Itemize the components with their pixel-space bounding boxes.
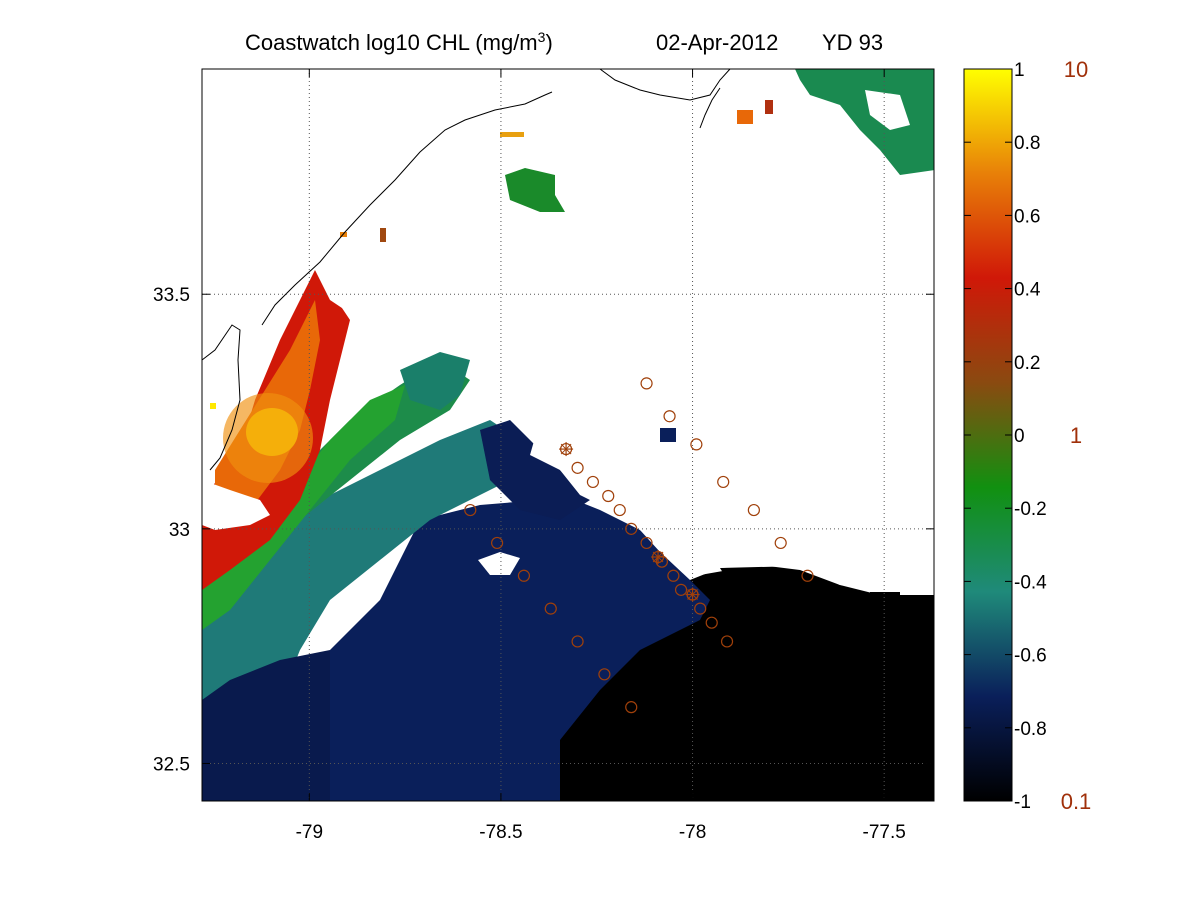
station-circle-marker <box>544 602 557 615</box>
station-circle-marker <box>602 489 615 503</box>
station-crossed-marker <box>559 442 574 457</box>
colorbar-frame <box>963 68 1013 802</box>
x-tick-label: -77.5 <box>863 822 906 843</box>
station-circle-marker <box>774 536 787 550</box>
station-circle-marker <box>674 583 688 596</box>
plume-orange-core <box>223 393 313 483</box>
coastal-cloud-gap <box>202 480 270 530</box>
station-circle-marker <box>586 475 600 489</box>
nearshore-teal-patch <box>400 352 470 410</box>
chlorophyll-field <box>202 69 934 801</box>
station-circle-marker <box>571 635 584 648</box>
map-yearday: YD 93 <box>822 30 883 55</box>
shelf-edge-navy-patch <box>480 420 590 520</box>
station-circle-marker <box>801 569 814 582</box>
map-date: 02-Apr-2012 <box>656 30 778 55</box>
mid-shelf-teal-region <box>202 420 520 790</box>
station-circle-marker <box>464 503 477 517</box>
y-tick-label: 33 <box>169 520 190 541</box>
colorbar-tick-label: -0.6 <box>1014 646 1047 667</box>
map-axes: -79 -78.5 -78 -77.5 33.5 33 32.5 <box>153 68 935 843</box>
black-pixel-cluster <box>870 592 900 612</box>
red-pixel-cluster <box>765 100 773 114</box>
orange-pixel-cluster <box>737 110 753 124</box>
y-tick-label: 33.5 <box>153 285 190 306</box>
x-tick-label: -78.5 <box>479 822 522 843</box>
x-tick-label: -78 <box>679 822 706 843</box>
colorbar-ticks: 1 0.8 0.6 0.4 0.2 0 -0.2 -0.4 -0.6 -0.8 -1 <box>964 60 1047 813</box>
colorbar-gradient <box>964 69 1012 801</box>
colorbar-tick-label: 0.6 <box>1014 206 1040 227</box>
colorbar-tick-label: 0.2 <box>1014 353 1040 374</box>
colorbar: 1 0.8 0.6 0.4 0.2 0 -0.2 -0.4 -0.6 -0.8 -1 10 1 0.1 <box>963 57 1092 814</box>
colorbar-tick-label: 1 <box>1014 60 1025 81</box>
station-circle-marker <box>663 410 676 423</box>
nearshore-green-band <box>202 385 405 630</box>
station-circle-marker <box>720 635 734 648</box>
offshore-green-patch <box>505 168 565 212</box>
colorbar-tick-label: -0.8 <box>1014 719 1047 740</box>
yellow-pixel-strip <box>500 132 524 137</box>
colorbar-tick-label: -0.4 <box>1014 572 1047 593</box>
colorbar-concentration-labels: 10 1 0.1 <box>1061 57 1092 814</box>
station-circle-marker <box>517 569 531 582</box>
coastline <box>201 68 731 471</box>
station-crossed-marker <box>685 587 700 602</box>
colorbar-tick-label: 0.4 <box>1014 280 1041 301</box>
y-tick-label: 32.5 <box>153 754 190 775</box>
station-circle-marker <box>640 536 653 550</box>
x-axis-ticks: -79 -78.5 -78 -77.5 <box>296 69 906 843</box>
concentration-label: 1 <box>1070 423 1082 448</box>
yellow-pixel-dot <box>210 403 216 409</box>
cloud-mask <box>300 69 934 590</box>
colorbar-tick-label: 0 <box>1014 426 1025 447</box>
station-circle-marker <box>717 475 730 489</box>
map-frame <box>201 68 935 802</box>
navy-pixel-cluster <box>660 428 676 442</box>
station-circle-marker <box>598 668 611 681</box>
station-circle-marker <box>694 602 707 615</box>
station-circle-marker <box>571 461 584 474</box>
station-circle-marker <box>625 522 638 535</box>
station-crossed-marker <box>651 550 666 564</box>
colorbar-tick-label: 0.8 <box>1014 133 1040 154</box>
offshore-black-patch <box>720 565 934 640</box>
station-circle-marker <box>490 536 504 550</box>
station-circle-marker <box>625 701 638 714</box>
station-circle-marker <box>705 616 718 629</box>
station-markers <box>464 377 814 714</box>
station-circle-marker <box>613 503 626 517</box>
colorbar-tick-label: -1 <box>1014 792 1031 813</box>
shelf-edge-dark-blue-region <box>330 500 710 801</box>
station-circle-marker <box>667 569 680 582</box>
station-circle-marker <box>747 503 760 517</box>
station-circle-marker <box>640 377 653 390</box>
colorbar-tick-label: -0.2 <box>1014 499 1047 520</box>
x-tick-label: -79 <box>296 822 323 843</box>
station-circle-marker <box>690 438 703 451</box>
northeast-cloud-gap <box>865 90 910 130</box>
map-title: Coastwatch log10 CHL (mg/m3) <box>245 29 553 55</box>
mid-shelf-cloud-gap <box>478 552 520 575</box>
y-axis-ticks: 33.5 33 32.5 <box>153 285 934 775</box>
concentration-label: 0.1 <box>1061 789 1092 814</box>
concentration-label: 10 <box>1064 57 1088 82</box>
brown-pixel-cluster <box>380 228 386 242</box>
